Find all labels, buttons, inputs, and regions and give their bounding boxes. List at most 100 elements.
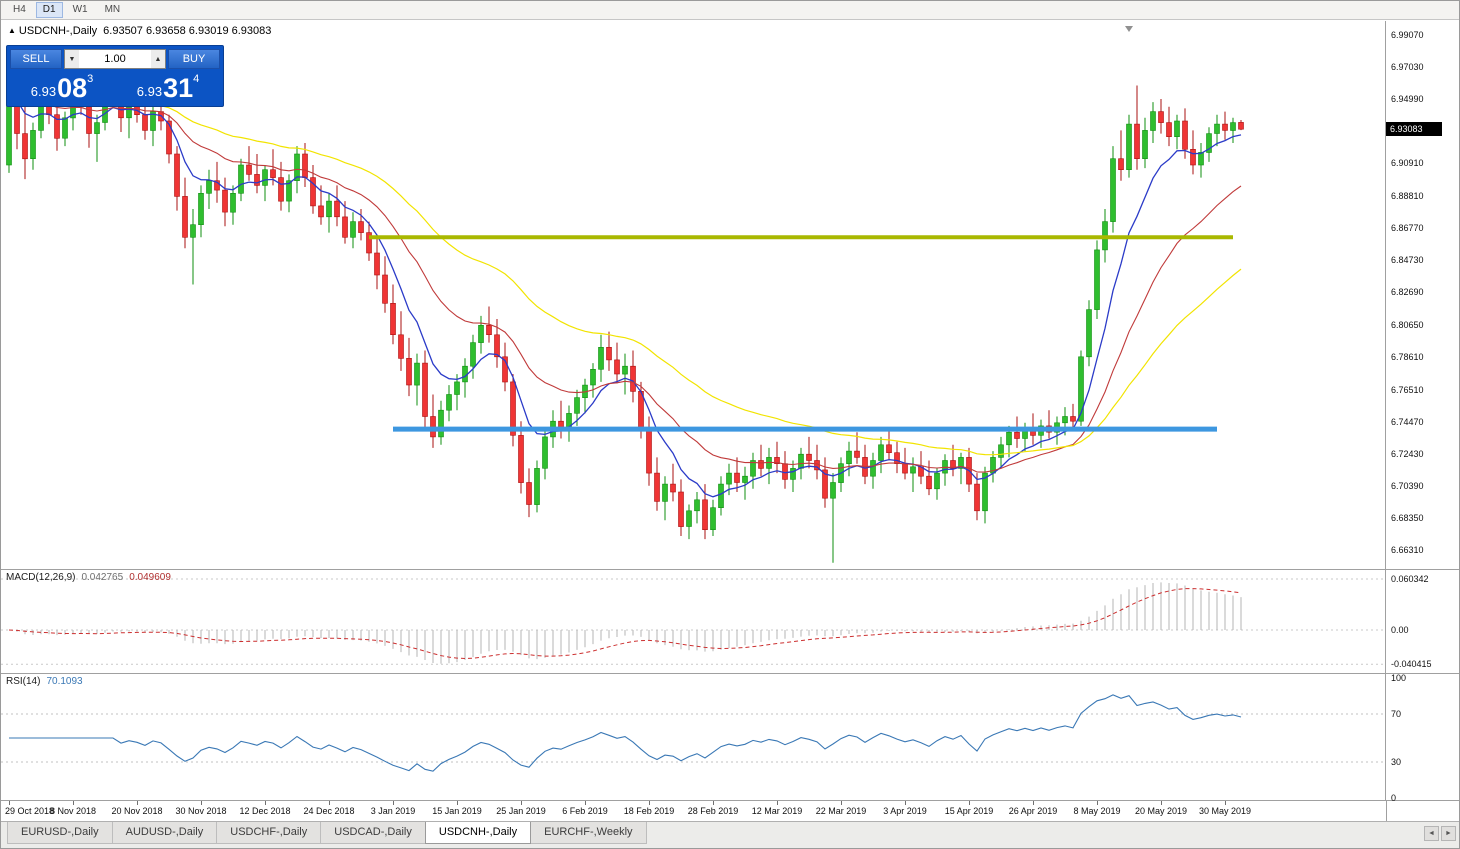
macd-axis[interactable]: 0.060342 0.00 -0.040415 [1385,570,1459,673]
candle-body [1182,120,1188,150]
chart-tab-eurusd[interactable]: EURUSD-,Daily [7,822,113,844]
candle-body [718,483,724,509]
time-axis-label: 12 Dec 2018 [239,806,291,816]
price-axis-label: 6.72430 [1391,449,1424,459]
candle-body [454,381,460,395]
candlestick-chart[interactable] [1,21,1386,569]
rsi-axis[interactable]: 100 70 30 0 [1385,673,1459,803]
volume-input[interactable] [79,50,151,68]
candle-body [1134,123,1140,159]
buy-price-button[interactable]: 6.93 31 4 [116,71,220,103]
candle-body [518,435,524,483]
rsi-chart[interactable] [1,674,1386,800]
candle-body [774,457,780,464]
candle-body [598,346,604,370]
mid-ma-line [8,90,1242,473]
macd-chart[interactable] [1,570,1386,673]
candle-body [246,164,252,175]
candle-body [1086,309,1092,358]
sell-price-button[interactable]: 6.93 08 3 [10,71,114,103]
candle-body [446,394,452,411]
candle-body [1198,152,1204,166]
candle-body [790,468,796,480]
candle-body [1174,120,1180,137]
candle-body [614,359,620,375]
timeframe-button-d1[interactable]: D1 [35,2,63,18]
volume-increase-button[interactable]: ▲ [151,50,165,68]
timeframe-button-w1[interactable]: W1 [66,2,95,18]
candle-body [438,409,444,438]
time-axis-tick [841,801,842,805]
buy-price-point: 4 [193,73,200,85]
price-axis-label: 6.80650 [1391,320,1424,330]
timeframe-button-h4[interactable]: H4 [6,2,33,18]
candle-body [534,468,540,505]
buy-button[interactable]: BUY [168,49,220,69]
time-axis[interactable]: 29 Oct 2018 8 Nov 2018 20 Nov 2018 30 Nov 2… [1,801,1459,821]
price-axis-label: 6.86770 [1391,223,1424,233]
candle-body [646,428,652,474]
time-axis-label: 20 Nov 2018 [111,806,163,816]
volume-stepper: ▼ ▲ [64,49,166,69]
time-axis-tick [9,801,10,805]
candle-body [318,205,324,218]
time-axis-label: 20 May 2019 [1134,806,1188,816]
candle-body [822,469,828,499]
chart-tab-audusd[interactable]: AUDUSD-,Daily [111,822,218,844]
candle-body [974,483,980,512]
candle-body [30,130,36,160]
chart-title: ▲ USDCNH-,Daily 6.93507 6.93658 6.93019 6.… [8,25,271,37]
price-axis-label: 6.76510 [1391,385,1424,395]
candle-body [806,453,812,461]
candle-body [190,224,196,238]
candle-body [22,133,28,160]
candle-body [902,463,908,474]
chart-tab-usdcad[interactable]: USDCAD-,Daily [320,822,426,844]
price-axis-label: 6.78610 [1391,352,1424,362]
candle-body [654,472,660,502]
sell-button[interactable]: SELL [10,49,62,69]
candle-body [502,356,508,383]
candle-body [846,450,852,465]
candle-body [366,232,372,254]
chart-tab-eurchf[interactable]: EURCHF-,Weekly [530,822,647,844]
candle-body [310,177,316,207]
time-axis-label: 3 Apr 2019 [883,806,927,816]
candle-body [1110,158,1116,222]
chart-tab-usdchf[interactable]: USDCHF-,Daily [216,822,322,844]
rsi-line [9,694,1242,772]
chart-tab-usdcnh[interactable]: USDCNH-,Daily [424,822,532,844]
buy-price-prefix: 6.93 [136,84,163,99]
candle-body [406,357,412,386]
timeframe-button-mn[interactable]: MN [98,2,128,18]
tab-scroll-left-icon[interactable]: ◄ [1424,826,1439,841]
price-axis-label: 6.99070 [1391,30,1424,40]
chart-symbol-label: USDCNH-,Daily [18,25,98,37]
candle-body [1062,416,1068,424]
candle-body [510,381,516,436]
candle-body [830,482,836,499]
candle-body [998,444,1004,458]
fast-ma-line [8,90,1242,498]
time-axis-label: 8 Nov 2018 [49,806,97,816]
rsi-axis-label: 100 [1391,673,1407,683]
candle-body [1230,122,1236,131]
time-axis-tick [1097,801,1098,805]
candle-body [206,180,212,194]
candle-body [1094,249,1100,310]
volume-decrease-button[interactable]: ▼ [65,50,79,68]
price-axis[interactable]: 6.99070 6.97030 6.94990 6.90910 6.88810 6.867… [1385,21,1459,569]
candle-body [678,491,684,527]
candle-body [1142,130,1148,160]
time-axis-tick [265,801,266,805]
candle-body [222,189,228,213]
candle-body [526,482,532,505]
price-axis-label: 6.90910 [1391,158,1424,168]
time-axis-label: 3 Jan 2019 [370,806,416,816]
macd-axis-label: 0.060342 [1391,574,1429,584]
chart-shift-marker[interactable] [1125,26,1133,32]
time-axis-label: 15 Apr 2019 [944,806,994,816]
time-axis-tick [905,801,906,805]
time-axis-label: 28 Feb 2019 [687,806,739,816]
tab-scroll-right-icon[interactable]: ► [1441,826,1456,841]
